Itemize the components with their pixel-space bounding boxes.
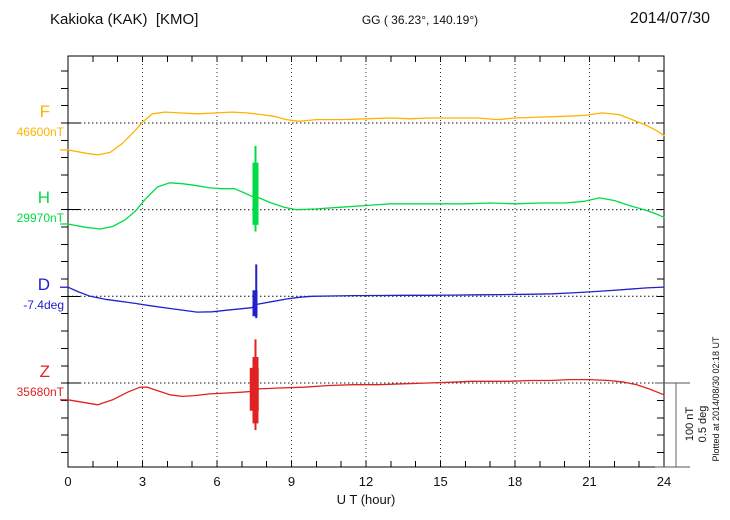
x-tick-label: 24 (656, 474, 672, 489)
x-tick-label: 15 (433, 474, 448, 489)
x-tick-label: 6 (213, 474, 221, 489)
channel-label-H: H (37, 188, 50, 207)
x-tick-label: 9 (287, 474, 296, 489)
geographic-coords: GG ( 36.23°, 140.19°) (361, 13, 479, 27)
channel-value-Z: 35680nT (16, 385, 64, 399)
station-title: Kakioka (KAK) [KMO] (50, 11, 199, 28)
channel-value-H: 29970nT (16, 211, 64, 225)
channel-label-D: D (37, 275, 50, 294)
channel-value-F: 46600nT (16, 125, 64, 139)
scale-nt-label: 100 nT (684, 406, 696, 442)
channel-value-D: -7.4deg (23, 298, 64, 312)
plotted-timestamp-note: Plotted at 2014/08/30 02:18 UT (711, 336, 721, 462)
x-tick-label: 3 (138, 474, 147, 489)
x-tick-label: 21 (582, 474, 597, 489)
scale-deg-label: 0.5 deg (697, 405, 709, 443)
x-tick-label: 12 (358, 474, 374, 489)
x-tick-label: 18 (507, 474, 523, 489)
scale-bar-label: 100 nT 0.5 deg (684, 401, 710, 447)
plot-date: 2014/07/30 (629, 10, 710, 27)
channel-label-Z: Z (39, 362, 50, 381)
x-tick-label: 0 (64, 474, 72, 489)
x-axis-title: U T (hour) (336, 492, 396, 507)
channel-label-F: F (39, 102, 50, 121)
